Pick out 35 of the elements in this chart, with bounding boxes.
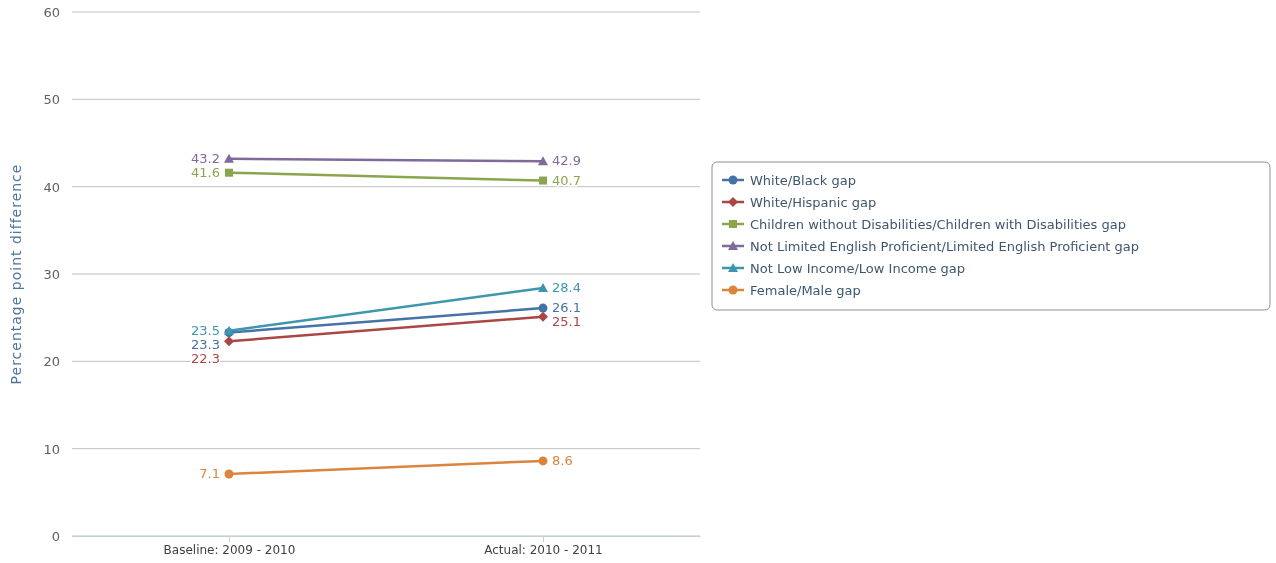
data-label: 26.1 [552, 300, 581, 316]
x-tick-label: Baseline: 2009 - 2010 [163, 542, 296, 557]
point [224, 336, 234, 347]
data-label: 8.6 [552, 452, 573, 468]
y-tick-label: 30 [43, 267, 60, 282]
point [539, 176, 547, 185]
point [224, 469, 234, 479]
data-label: 41.6 [191, 164, 220, 180]
data-label: 23.5 [191, 322, 220, 338]
legend-label: White/Hispanic gap [750, 195, 877, 210]
y-tick-label: 10 [43, 441, 60, 457]
data-label: 7.1 [199, 465, 220, 481]
x-tick-label: Actual: 2010 - 2011 [484, 542, 603, 557]
legend-label: Female/Male gap [750, 283, 861, 298]
point [538, 311, 548, 322]
y-tick-label: 40 [43, 179, 60, 195]
legend-label: Not Limited English Proficient/Limited English Proficient gap [750, 239, 1140, 254]
point [538, 456, 548, 466]
point [538, 303, 548, 313]
y-axis-title: Percentage point difference [8, 163, 24, 385]
data-label: 42.9 [552, 153, 581, 169]
y-tick-label: 60 [43, 5, 60, 20]
data-label: 28.4 [552, 279, 581, 295]
data-label: 43.2 [191, 150, 220, 166]
y-tick-label: 20 [43, 354, 60, 370]
y-tick-label: 0 [51, 529, 60, 544]
legend-label: White/Black gap [750, 173, 856, 188]
data-label: 22.3 [191, 350, 220, 366]
legend-label: Not Low Income/Low Income gap [750, 261, 966, 276]
data-label: 40.7 [552, 172, 581, 188]
legend-label: Children without Disabilities/Children with Disabilities gap [750, 217, 1126, 232]
data-label: 23.3 [191, 336, 220, 352]
y-tick-label: 50 [43, 92, 60, 108]
data-label: 25.1 [552, 314, 581, 330]
point [225, 168, 233, 177]
